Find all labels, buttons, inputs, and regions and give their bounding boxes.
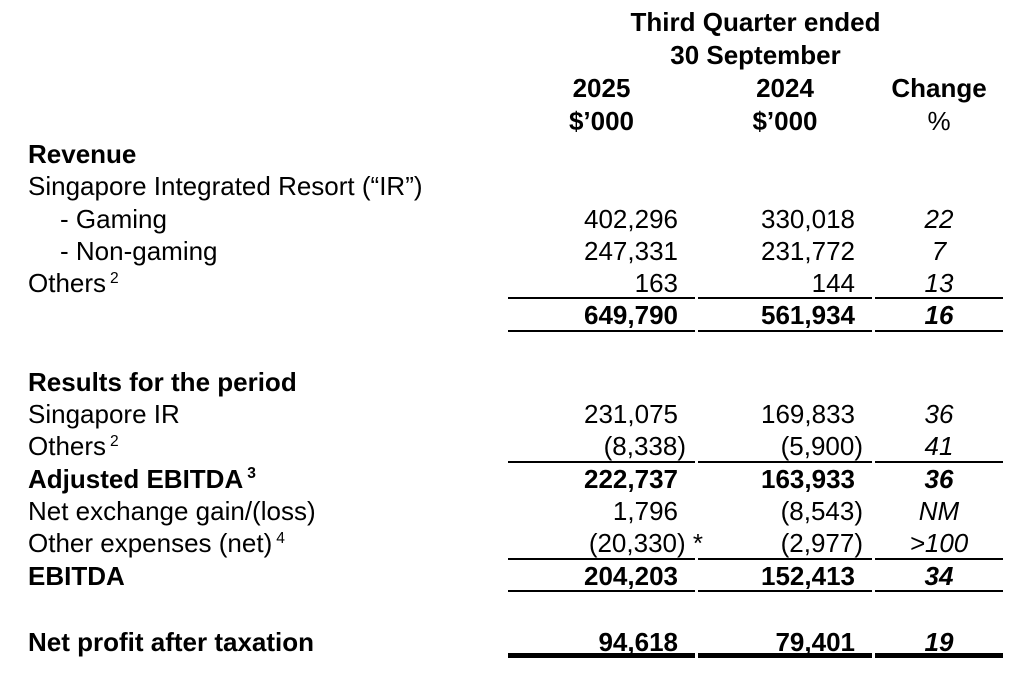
footnote-reference: 2 — [110, 432, 119, 450]
row-label: Results for the period — [28, 366, 297, 397]
footnote-reference: 2 — [110, 269, 119, 287]
row-label: - Non-gaming — [60, 235, 218, 266]
table-row: 649,790 561,934 16 — [0, 299, 1024, 332]
value-change-pct: 41 — [875, 430, 1003, 463]
column-header-change: Change — [891, 73, 987, 103]
value-2024: 163,933 — [761, 463, 855, 494]
value-change-pct: 34 — [875, 560, 1003, 592]
table-row: Net profit after taxation 94,618 79,401 19 — [0, 626, 1024, 659]
value-change-pct: 7 — [931, 235, 947, 266]
row-label: Adjusted EBITDA 3 — [28, 463, 256, 494]
value-2024 — [698, 366, 872, 398]
table-row: Results for the period — [0, 366, 1024, 398]
value-2024 — [698, 170, 872, 202]
value-change-pct — [875, 366, 1003, 398]
table-row: Revenue — [0, 138, 1024, 170]
table-row: Others 2 (8,338) (5,900) 41 — [0, 430, 1024, 463]
row-label: Others 2 — [28, 268, 119, 299]
value-2025: 94,618 — [508, 626, 695, 659]
column-unit-headers: $’000 $’000 % — [508, 105, 1003, 138]
value-2025: 204,203 — [508, 560, 695, 592]
row-label: Singapore Integrated Resort (“IR”) — [28, 171, 423, 202]
value-change-pct: 19 — [875, 626, 1003, 659]
value-2024: (8,543) — [780, 495, 863, 526]
value-2025: (20,330) * — [508, 527, 703, 560]
row-label: Singapore IR — [28, 399, 180, 430]
value-change-pct: >100 — [875, 527, 1003, 560]
value-2025: 163 — [508, 267, 695, 300]
table-row: EBITDA 204,203 152,413 34 — [0, 560, 1024, 592]
value-2024: 561,934 — [698, 299, 872, 332]
value-2024: 231,772 — [761, 235, 855, 266]
value-change-pct: 36 — [924, 463, 954, 494]
value-2025 — [508, 138, 695, 170]
column-year-headers: 2025 2024 Change — [508, 72, 1003, 105]
column-header-2024: 2024 — [756, 73, 814, 103]
row-label: Net profit after taxation — [28, 626, 315, 657]
value-2024: 330,018 — [761, 203, 855, 234]
row-label: EBITDA — [28, 560, 125, 591]
value-2024: 152,413 — [698, 560, 872, 592]
table-body: Revenue Singapore Integrated Resort (“IR”… — [0, 138, 1024, 659]
row-label: Other expenses (net) 4 — [28, 528, 285, 559]
value-change-pct: 22 — [924, 203, 954, 234]
value-2025 — [508, 170, 695, 202]
value-2025: 231,075 — [584, 399, 678, 430]
value-2024: 144 — [698, 267, 872, 300]
table-row: Singapore IR 231,075 169,833 36 — [0, 398, 1024, 430]
period-header-line1: Third Quarter ended — [630, 7, 881, 37]
value-2024 — [698, 138, 872, 170]
value-2024: 79,401 — [698, 626, 872, 659]
period-header-line2: 30 September — [670, 40, 841, 70]
footnote-reference: 3 — [247, 465, 256, 483]
value-change-pct — [875, 138, 1003, 170]
value-change-pct: 13 — [875, 267, 1003, 300]
value-2025: 222,737 — [584, 463, 678, 494]
table-row: Adjusted EBITDA 3 222,737 163,933 36 — [0, 463, 1024, 495]
value-2024: (5,900) — [698, 430, 872, 463]
value-2025: 402,296 — [584, 203, 678, 234]
value-2025 — [508, 366, 695, 398]
row-label: Revenue — [28, 139, 137, 169]
spacer-row — [0, 332, 1024, 366]
footnote-reference: 4 — [276, 529, 285, 547]
table-row: Other expenses (net) 4 (20,330) * (2,977) >1… — [0, 527, 1024, 560]
value-change-pct: 16 — [875, 299, 1003, 332]
spacer-row — [0, 592, 1024, 626]
table-row: - Non-gaming 247,331 231,772 7 — [0, 235, 1024, 267]
row-label: Net exchange gain/(loss) — [28, 495, 316, 526]
row-label: Others 2 — [28, 431, 119, 462]
row-label: - Gaming — [60, 203, 167, 234]
value-2025: 1,796 — [612, 495, 678, 526]
value-2025: 649,790 — [508, 299, 695, 332]
unit-2024: $’000 — [752, 106, 818, 136]
value-2024: 169,833 — [761, 399, 855, 430]
row-label — [0, 299, 508, 331]
table-row: Singapore Integrated Resort (“IR”) — [0, 170, 1024, 202]
value-change-pct: NM — [918, 495, 960, 526]
value-change-pct: 36 — [924, 399, 954, 430]
value-change-pct — [875, 170, 1003, 202]
table-row: Others 2 163 144 13 — [0, 267, 1024, 300]
table-row: - Gaming 402,296 330,018 22 — [0, 203, 1024, 235]
value-2024: (2,977) — [698, 527, 872, 560]
unit-change: % — [927, 106, 951, 136]
value-2025: (8,338) — [508, 430, 695, 463]
table-row: Net exchange gain/(loss) 1,796 (8,543) NM — [0, 495, 1024, 527]
value-2025: 247,331 — [584, 235, 678, 266]
unit-2025: $’000 — [568, 106, 635, 136]
column-header-2025: 2025 — [572, 73, 631, 103]
